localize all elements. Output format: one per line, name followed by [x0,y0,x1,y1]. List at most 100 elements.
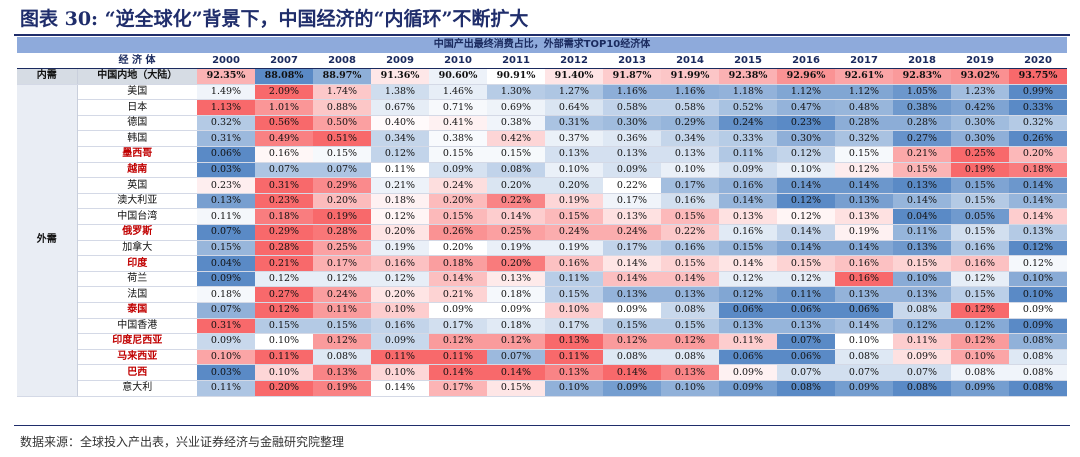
heat-cell: 1.30% [487,84,545,101]
heat-cell: 0.14% [835,240,893,257]
heat-cell: 0.10% [545,162,603,179]
heat-cell: 0.30% [951,115,1009,132]
heat-cell: 0.15% [255,318,313,335]
heat-cell: 0.15% [951,224,1009,241]
heat-cell: 0.09% [429,162,487,179]
heat-cell: 0.12% [777,193,835,210]
heat-cell: 0.10% [1009,286,1067,303]
heat-cell: 0.26% [1009,130,1067,148]
heat-cell: 0.14% [603,271,661,288]
heat-cell: 0.16% [255,146,313,163]
year-header: 2011 [487,53,545,70]
heat-cell: 0.11% [545,271,603,288]
heat-cell: 0.15% [951,177,1009,194]
table-row: 俄罗斯 0.07% 0.29% 0.28% 0.20% 0.26% 0.25% 0.24% 0.… [17,224,1067,241]
year-header: 2014 [661,53,719,70]
heat-cell: 0.14% [719,255,777,272]
heat-cell: 0.19% [951,162,1009,179]
heat-cell: 0.15% [603,318,661,335]
heat-cell: 0.17% [603,193,661,210]
heat-cell: 0.10% [661,162,719,179]
heat-cell: 0.04% [893,208,951,226]
heat-cell: 0.18% [487,286,545,303]
source-note: 数据来源：全球投入产出表，兴业证券经济与金融研究院整理 [20,435,345,449]
heat-cell: 1.01% [255,99,313,116]
heat-cell: 0.09% [835,380,893,397]
heat-cell: 0.48% [835,99,893,116]
table-row: 德国 0.32% 0.56% 0.50% 0.40% 0.41% 0.38% 0.31% 0.3… [17,115,1067,132]
heat-cell: 1.27% [545,84,603,101]
table-row: 印度尼西亚 0.09% 0.10% 0.12% 0.09% 0.12% 0.12% 0.13%… [17,333,1067,350]
heat-cell: 0.20% [1009,146,1067,163]
heat-cell: 0.06% [835,302,893,319]
heat-cell: 88.08% [255,68,313,85]
heat-cell: 0.23% [777,115,835,132]
heat-cell: 0.13% [893,286,951,303]
table-row: 意大利 0.11% 0.20% 0.19% 0.14% 0.17% 0.15% 0.10% 0.… [17,380,1067,397]
heat-cell: 90.60% [429,68,487,85]
heat-cell: 0.19% [545,193,603,210]
heat-cell: 0.19% [545,240,603,257]
table-body: 内需 中国内地（大陆） 92.35% 88.08% 88.97% 91.36% 90.60%… [17,68,1067,397]
heat-cell: 0.10% [371,302,429,319]
heat-cell: 0.13% [719,208,777,226]
table-row: 日本 1.13% 1.01% 0.88% 0.67% 0.71% 0.69% 0.64% 0.5… [17,99,1067,116]
heat-cell: 0.06% [777,302,835,319]
economy-label: 俄罗斯 [77,224,197,241]
heat-cell: 91.99% [661,68,719,85]
heat-cell: 0.16% [719,177,777,194]
heat-cell: 0.29% [313,177,371,194]
heat-cell: 0.13% [835,286,893,303]
heat-cell: 0.08% [313,349,371,366]
heat-cell: 0.13% [487,271,545,288]
heat-cell: 0.58% [603,99,661,116]
heat-cell: 0.12% [371,146,429,163]
heat-cell: 0.52% [719,99,777,116]
heat-cell: 0.49% [255,130,313,148]
heat-cell: 0.12% [1009,255,1067,272]
heat-cell: 0.38% [487,115,545,132]
year-header: 2016 [777,53,835,70]
heat-cell: 0.12% [429,333,487,350]
heat-cell: 0.28% [893,115,951,132]
heat-cell: 0.11% [545,349,603,366]
heat-cell: 0.17% [603,240,661,257]
heat-cell: 0.19% [371,240,429,257]
heat-cell: 0.15% [661,318,719,335]
heat-cell: 1.12% [777,84,835,101]
heat-cell: 0.16% [951,255,1009,272]
heat-cell: 0.32% [1009,115,1067,132]
heat-cell: 0.21% [429,286,487,303]
heat-cell: 0.23% [255,193,313,210]
heat-cell: 0.07% [197,224,255,241]
economy-label: 德国 [77,115,197,132]
heat-cell: 0.10% [545,380,603,397]
heat-cell: 0.30% [951,130,1009,148]
table-row: 泰国 0.07% 0.12% 0.11% 0.10% 0.09% 0.09% 0.10% 0.0… [17,302,1067,319]
heat-cell: 0.18% [487,318,545,335]
heat-cell: 0.12% [313,333,371,350]
heat-cell: 0.64% [545,99,603,116]
heat-cell: 0.16% [835,271,893,288]
heat-cell: 0.09% [951,380,1009,397]
heat-cell: 0.14% [603,364,661,381]
heat-cell: 0.11% [371,349,429,366]
heat-cell: 0.08% [487,162,545,179]
heat-cell: 91.87% [603,68,661,85]
heat-cell: 0.25% [313,240,371,257]
heat-cell: 0.37% [545,130,603,148]
heat-cell: 0.15% [661,208,719,226]
heat-cell: 0.15% [951,193,1009,210]
heat-cell: 0.29% [661,115,719,132]
heat-cell: 1.38% [371,84,429,101]
heat-cell: 0.07% [487,349,545,366]
heat-cell: 0.11% [777,286,835,303]
heat-cell: 0.14% [835,318,893,335]
heat-cell: 93.02% [951,68,1009,85]
heat-cell: 0.14% [1009,208,1067,226]
table-row: 外需 美国 1.49% 2.09% 1.74% 1.38% 1.46% 1.30% 1.27% 1… [17,84,1067,397]
heat-cell: 0.17% [661,177,719,194]
heat-cell: 0.10% [1009,271,1067,288]
economy-label: 中国内地（大陆） [77,68,197,85]
heat-cell: 0.06% [719,349,777,366]
